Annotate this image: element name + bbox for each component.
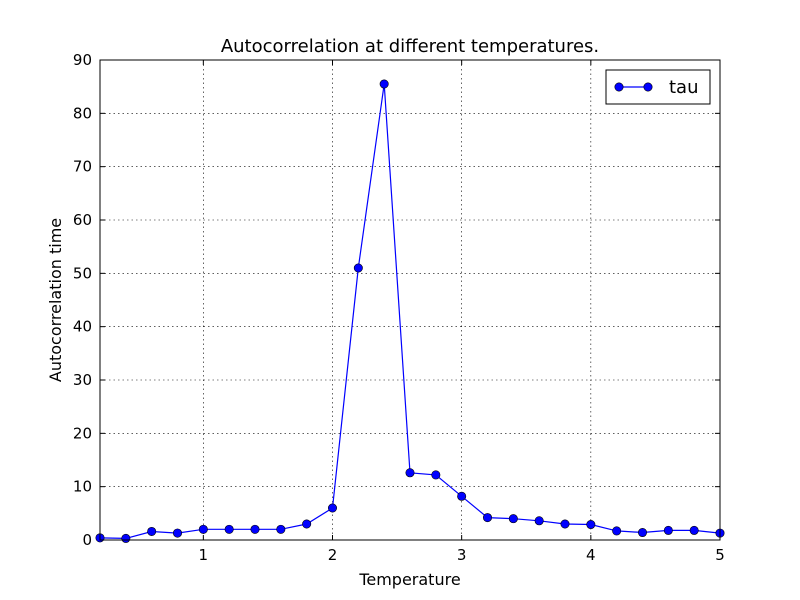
data-point — [560, 519, 570, 529]
data-point — [508, 514, 518, 524]
data-point — [198, 524, 208, 534]
x-tick-label: 4 — [586, 546, 596, 564]
grid — [100, 60, 720, 540]
y-tick-label: 50 — [73, 264, 92, 282]
data-point — [121, 533, 131, 543]
data-point — [586, 520, 596, 530]
data-point — [379, 79, 389, 89]
x-tick-label: 1 — [199, 546, 209, 564]
data-point — [276, 524, 286, 534]
data-point — [431, 470, 441, 480]
chart-title: Autocorrelation at different temperature… — [221, 36, 599, 57]
data-point — [663, 525, 673, 535]
y-tick-label: 10 — [73, 478, 92, 496]
y-tick-label: 0 — [82, 531, 92, 549]
data-point — [457, 491, 467, 501]
y-tick-label: 30 — [73, 371, 92, 389]
x-tick-label: 3 — [457, 546, 467, 564]
data-point — [250, 524, 260, 534]
legend-marker-tau — [643, 82, 653, 92]
plot-frame — [99, 59, 721, 541]
data-point — [302, 519, 312, 529]
data-point — [689, 525, 699, 535]
y-tick-label: 60 — [73, 211, 92, 229]
data-point — [147, 526, 157, 536]
data-point — [327, 503, 337, 513]
legend-entry-tau: tau — [669, 77, 699, 98]
data-point — [405, 468, 415, 478]
data-point — [353, 263, 363, 273]
y-tick-label: 20 — [73, 424, 92, 442]
y-tick-label: 40 — [73, 318, 92, 336]
y-axis-label: Autocorrelation time — [46, 218, 65, 382]
y-tick-label: 80 — [73, 104, 92, 122]
data-point — [224, 524, 234, 534]
x-axis-label: Temperature — [358, 570, 460, 589]
data-point — [637, 528, 647, 538]
series-layer — [95, 79, 725, 543]
legend-marker-tau — [614, 82, 624, 92]
data-point — [173, 528, 183, 538]
y-tick-label: 70 — [73, 158, 92, 176]
x-tick-label: 2 — [328, 546, 338, 564]
data-point — [534, 516, 544, 526]
data-point — [612, 526, 622, 536]
x-tick-label: 5 — [715, 546, 725, 564]
data-point — [482, 513, 492, 523]
y-tick-label: 90 — [73, 51, 92, 69]
legend: tau — [605, 69, 711, 105]
